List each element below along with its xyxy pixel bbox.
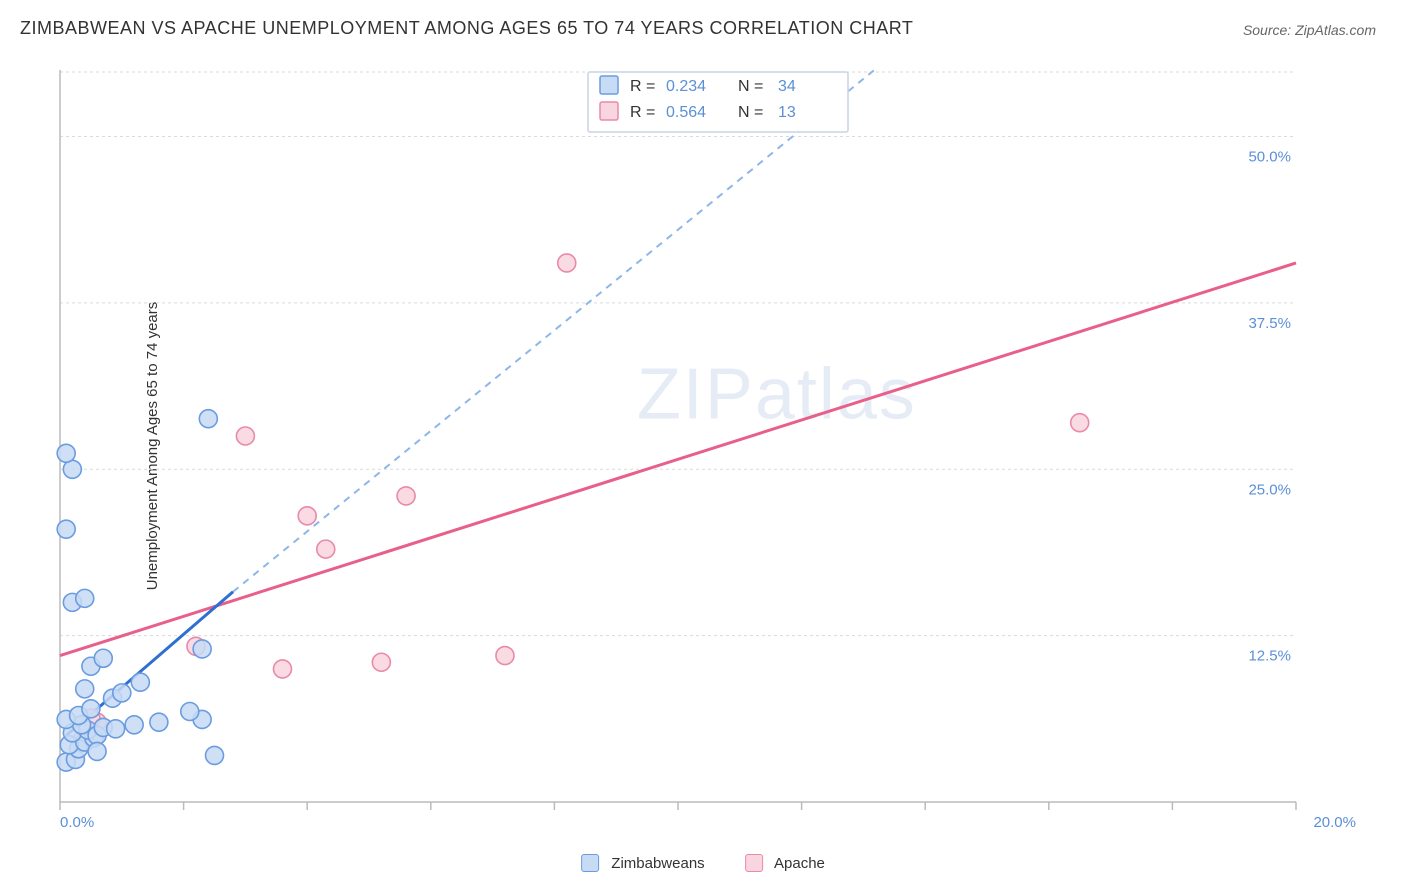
svg-text:0.564: 0.564 — [666, 104, 706, 121]
svg-text:12.5%: 12.5% — [1248, 648, 1291, 665]
svg-text:0.0%: 0.0% — [60, 814, 94, 831]
chart-source: Source: ZipAtlas.com — [1243, 22, 1376, 38]
svg-text:R =: R = — [630, 104, 655, 121]
bottom-legend: Zimbabweans Apache — [581, 854, 825, 872]
svg-text:37.5%: 37.5% — [1248, 315, 1291, 332]
chart-title: ZIMBABWEAN VS APACHE UNEMPLOYMENT AMONG … — [20, 18, 913, 39]
svg-text:ZIPatlas: ZIPatlas — [637, 354, 917, 434]
legend-swatch-zimbabweans — [581, 854, 599, 872]
legend-label-zimbabweans: Zimbabweans — [611, 855, 704, 872]
legend-label-apache: Apache — [774, 855, 825, 872]
legend-item-zimbabweans: Zimbabweans — [581, 854, 705, 872]
svg-text:N =: N = — [738, 104, 763, 121]
legend-swatch-apache — [745, 854, 763, 872]
svg-text:20.0%: 20.0% — [1313, 814, 1356, 831]
svg-text:50.0%: 50.0% — [1248, 149, 1291, 166]
svg-text:34: 34 — [778, 78, 796, 95]
legend-item-apache: Apache — [745, 854, 825, 872]
scatter-plot: ZIPatlas 12.5% 25.0% 37.5% 50.0% 0.0% 20.0% R =… — [50, 60, 1376, 832]
svg-text:13: 13 — [778, 104, 796, 121]
svg-text:25.0%: 25.0% — [1248, 481, 1291, 498]
svg-text:0.234: 0.234 — [666, 78, 706, 95]
svg-text:N =: N = — [738, 78, 763, 95]
svg-text:R =: R = — [630, 78, 655, 95]
